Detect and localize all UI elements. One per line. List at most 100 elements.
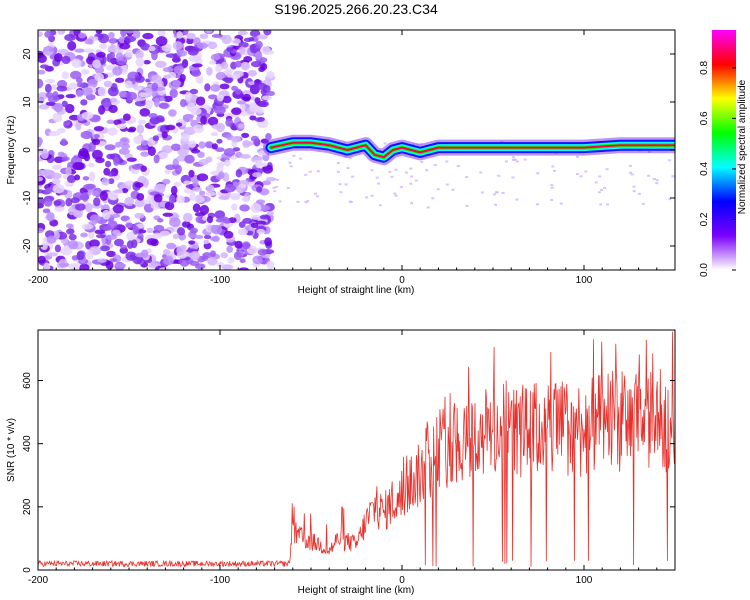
noise-cell xyxy=(143,59,151,65)
noise-cell xyxy=(209,250,217,258)
noise-cell xyxy=(134,212,145,219)
signal-cell xyxy=(348,200,352,203)
noise-cell xyxy=(242,217,253,224)
noise-cell xyxy=(94,229,106,235)
noise-cell xyxy=(38,255,46,264)
noise-cell xyxy=(230,203,238,211)
noise-cell xyxy=(124,80,133,89)
noise-cell xyxy=(159,230,170,237)
snr-axes: -200 -100 0 100 0 200 400 600 xyxy=(22,330,676,586)
noise-cell xyxy=(207,116,219,126)
noise-cell xyxy=(88,162,95,168)
noise-cell xyxy=(255,82,267,90)
signal-cell xyxy=(480,191,484,194)
noise-cell xyxy=(85,202,93,213)
noise-cell xyxy=(98,43,108,50)
noise-cell xyxy=(255,220,267,225)
noise-cell xyxy=(252,172,263,178)
noise-cell xyxy=(38,54,47,64)
spectrogram-image xyxy=(38,30,675,270)
noise-cell xyxy=(68,206,76,216)
signal-cell xyxy=(605,203,609,206)
noise-cell xyxy=(44,30,52,38)
noise-cell xyxy=(61,55,71,65)
signal-cell xyxy=(436,188,440,191)
noise-cell xyxy=(170,185,178,195)
signal-cell xyxy=(632,185,636,188)
spectrogram-xtick-label: 100 xyxy=(576,275,593,286)
noise-cell xyxy=(125,222,134,229)
colorbar: 0.0 0.2 0.4 0.6 0.8 Normalized spectral ampl… xyxy=(699,30,748,277)
noise-cell xyxy=(64,33,76,42)
noise-cell xyxy=(210,132,219,137)
noise-cell xyxy=(93,125,105,132)
signal-cell xyxy=(671,175,675,178)
noise-cell xyxy=(184,91,192,102)
noise-cell xyxy=(68,263,80,270)
noise-cell xyxy=(136,144,149,151)
noise-cell xyxy=(89,214,101,223)
noise-cell xyxy=(195,76,204,84)
signal-cell xyxy=(316,170,320,173)
noise-cell xyxy=(174,164,182,175)
noise-cell xyxy=(97,258,107,263)
noise-cell xyxy=(234,240,243,249)
noise-cell xyxy=(114,263,127,268)
noise-cell xyxy=(89,239,100,248)
noise-cell xyxy=(119,137,130,146)
noise-cell xyxy=(187,140,197,148)
noise-cell xyxy=(172,233,179,240)
noise-cell xyxy=(227,256,235,264)
signal-cell xyxy=(338,183,342,186)
noise-cell xyxy=(118,148,130,155)
noise-cell xyxy=(238,267,250,270)
noise-cell xyxy=(125,91,138,101)
noise-cell xyxy=(103,80,113,88)
noise-cell xyxy=(78,32,87,39)
noise-cell xyxy=(105,260,114,270)
noise-cell xyxy=(221,264,234,270)
noise-cell xyxy=(148,46,156,52)
noise-cell xyxy=(135,57,145,68)
colorbar-tick-label: 0.8 xyxy=(699,61,710,75)
noise-cell xyxy=(241,196,249,202)
signal-cell xyxy=(536,172,540,175)
noise-cell xyxy=(134,85,143,91)
noise-cell xyxy=(190,149,201,154)
noise-cell xyxy=(43,198,53,207)
signal-cell xyxy=(375,176,379,179)
noise-cell xyxy=(108,52,116,59)
noise-cell xyxy=(107,44,119,53)
noise-cell xyxy=(113,238,125,247)
noise-cell xyxy=(93,133,100,139)
noise-cell xyxy=(52,164,62,170)
noise-cell xyxy=(101,177,110,186)
signal-cell xyxy=(410,202,414,205)
noise-cell xyxy=(146,227,154,234)
noise-cell xyxy=(134,182,144,188)
noise-cell xyxy=(151,74,162,83)
noise-cell xyxy=(107,178,115,185)
signal-cell xyxy=(668,198,672,201)
signal-cell xyxy=(523,158,527,161)
noise-cell xyxy=(256,34,268,40)
signal-cell xyxy=(501,192,505,195)
noise-cell xyxy=(38,197,46,205)
noise-cell xyxy=(162,248,171,256)
noise-cell xyxy=(169,88,178,98)
noise-cell xyxy=(238,183,247,188)
noise-cell xyxy=(203,239,210,245)
signal-cell xyxy=(377,182,381,185)
signal-cell xyxy=(465,204,469,207)
noise-cell xyxy=(168,194,176,204)
noise-cell xyxy=(179,143,190,151)
noise-cell xyxy=(212,235,220,242)
noise-cell xyxy=(75,122,82,131)
noise-cell xyxy=(112,229,121,236)
noise-cell xyxy=(208,94,218,100)
noise-cell xyxy=(147,146,156,157)
noise-cell xyxy=(186,32,196,40)
noise-cell xyxy=(121,187,129,194)
noise-cell xyxy=(83,48,95,53)
